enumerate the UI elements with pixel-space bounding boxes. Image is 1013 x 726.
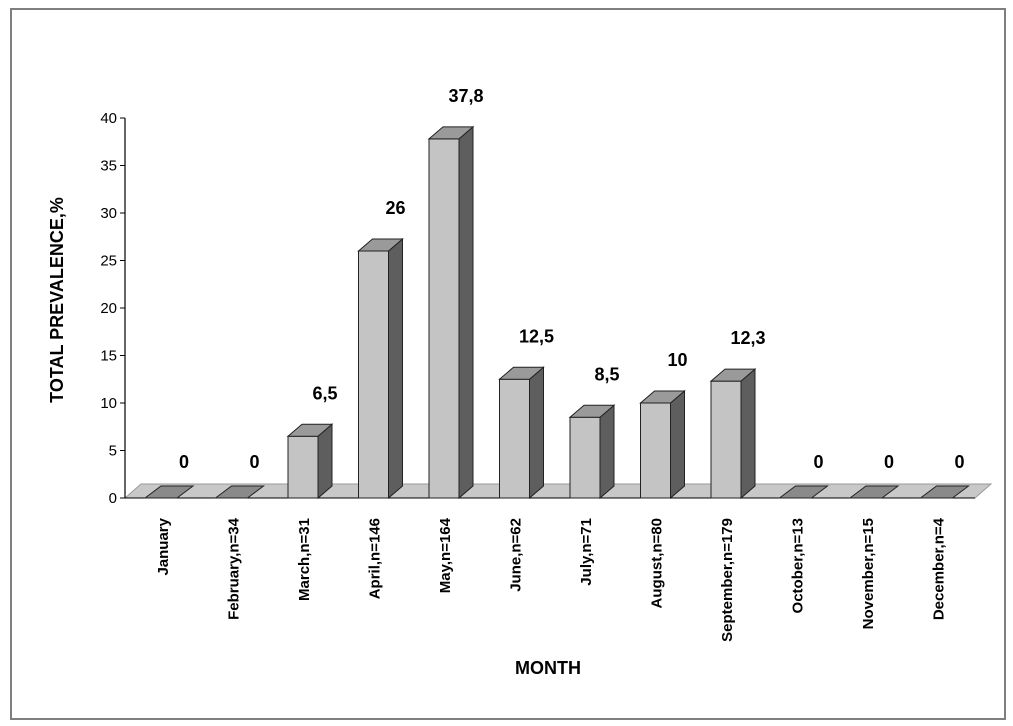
x-tick-label-july: July,n=71 (578, 518, 595, 586)
bar-zero (919, 485, 970, 499)
data-labels: 0 0 6,5 26 37,8 12,5 8,5 10 12,3 0 0 0 (179, 86, 965, 472)
data-label-may: 37,8 (448, 86, 483, 106)
bar-april (357, 237, 404, 500)
y-tick-label: 0 (109, 490, 117, 507)
bar-side (599, 404, 615, 500)
bar-top (568, 404, 616, 418)
y-tick-label: 25 (100, 253, 117, 270)
y-tick-label: 10 (100, 395, 117, 412)
x-axis-title: MONTH (515, 658, 581, 678)
data-label-february: 0 (249, 452, 259, 472)
bar-side (670, 389, 685, 500)
bar-january (143, 485, 195, 499)
bar-september (709, 368, 757, 500)
x-tick-labels: January February,n=34 March,n=31 April,n=14… (155, 517, 948, 641)
data-label-september: 12,3 (730, 328, 765, 348)
bar-side (458, 125, 474, 500)
x-tick-label-may: May,n=164 (437, 517, 454, 593)
bars (143, 125, 970, 500)
bar-december (919, 485, 970, 499)
bar-front (640, 402, 671, 499)
bar-front (710, 380, 742, 499)
y-tick-label: 40 (100, 110, 117, 127)
bar-zero (778, 485, 829, 499)
bar-top (357, 238, 404, 252)
x-tick-label-september: September,n=179 (719, 518, 736, 642)
bar-top (427, 126, 475, 140)
x-tick-label-october: October,n=13 (790, 518, 807, 613)
y-tick-label: 35 (100, 158, 117, 175)
bar-front (499, 378, 530, 499)
data-label-march: 6,5 (312, 383, 337, 403)
bar-side (317, 423, 333, 500)
data-label-august: 10 (667, 350, 687, 370)
bar-august (639, 389, 686, 500)
bar-november (848, 485, 900, 499)
bar-top (286, 423, 334, 437)
bar-june (498, 366, 545, 500)
x-tick-label-november: November,n=15 (860, 518, 877, 629)
data-label-june: 12,5 (519, 326, 554, 346)
bar-side (388, 237, 403, 500)
y-tick-label: 20 (100, 300, 117, 317)
bar-top (639, 390, 686, 404)
bar-zero (214, 485, 265, 499)
data-label-november: 0 (884, 452, 894, 472)
y-tick-label: 15 (100, 348, 117, 365)
y-axis: 0 5 10 15 20 25 30 35 40 (100, 110, 975, 507)
bar-top (498, 366, 545, 380)
bar-front (569, 416, 601, 499)
y-tick-label: 5 (109, 443, 117, 460)
chart-frame (10, 8, 1006, 720)
data-label-april: 26 (385, 198, 405, 218)
bar-front (358, 250, 389, 499)
y-axis-title: TOTAL PREVALENCE,% (47, 197, 67, 403)
x-tick-label-march: March,n=31 (296, 518, 313, 601)
bar-side (529, 366, 544, 500)
bar-may (427, 125, 475, 500)
x-tick-label-august: August,n=80 (649, 518, 666, 608)
x-tick-label-february: February,n=34 (226, 517, 243, 620)
bar-october (778, 485, 829, 499)
x-tick-label-january: January (155, 517, 172, 575)
bar-zero (848, 485, 900, 499)
data-label-december: 0 (954, 452, 964, 472)
bar-front (287, 435, 319, 499)
bar-front (428, 138, 460, 499)
y-tick-label: 30 (100, 205, 117, 222)
bar-zero (143, 485, 195, 499)
data-label-january: 0 (179, 452, 189, 472)
x-tick-label-december: December,n=4 (931, 517, 948, 620)
bar-february (214, 485, 265, 499)
x-tick-label-june: June,n=62 (508, 518, 525, 592)
data-label-july: 8,5 (594, 364, 619, 384)
bar-top (709, 368, 757, 382)
bar-march (286, 423, 334, 500)
data-label-october: 0 (813, 452, 823, 472)
bar-july (568, 404, 616, 500)
x-tick-label-april: April,n=146 (367, 518, 384, 599)
bar-side (740, 368, 756, 500)
